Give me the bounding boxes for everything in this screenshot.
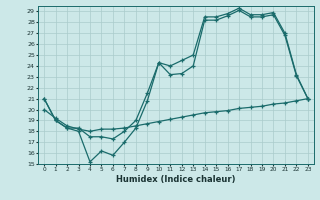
- X-axis label: Humidex (Indice chaleur): Humidex (Indice chaleur): [116, 175, 236, 184]
